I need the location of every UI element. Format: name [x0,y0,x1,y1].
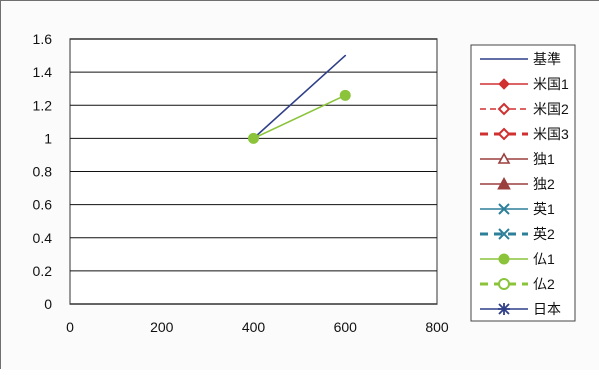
legend-item-2: 米国2 [480,101,569,117]
x-tick-label-1: 200 [150,319,174,335]
series-point-8-1 [339,89,351,101]
legend-box [470,44,576,322]
legend-marker-9 [498,278,510,290]
legend-label-9: 仏2 [533,276,555,292]
x-tick-label-3: 600 [334,319,358,335]
legend-marker-6 [498,203,510,215]
series-0 [252,54,347,140]
series-point-8-0 [248,132,259,144]
legend-item-4: 独1 [480,151,555,167]
y-tick-label-2: 0.4 [33,230,53,246]
legend-marker-7 [498,228,510,240]
legend-item-0: 基準 [480,51,561,67]
legend-item-7: 英2 [480,226,555,242]
legend-label-0: 基準 [533,51,561,67]
legend-marker-2 [497,102,511,116]
x-tick-label-0: 0 [66,319,74,335]
x-tick-label-4: 800 [425,319,449,335]
legend-item-1: 米国1 [480,76,569,92]
legend-marker-4 [497,152,511,164]
legend-marker-5 [497,176,511,190]
y-tick-label-7: 1.4 [33,64,53,80]
y-tick-label-3: 0.6 [33,197,53,213]
legend-label-5: 独2 [533,176,555,192]
legend-label-4: 独1 [533,151,555,167]
legend-marker-8 [498,253,510,265]
legend-label-2: 米国2 [533,101,569,117]
y-tick-label-5: 1 [44,130,52,146]
y-tick-label-6: 1.2 [33,97,53,113]
legend-label-8: 仏1 [533,251,555,267]
legend-label-10: 日本 [533,301,561,317]
y-tick-label-1: 0.2 [33,263,53,279]
series-line-0 [252,54,347,140]
series-8 [248,89,351,144]
x-tick-label-2: 400 [242,319,266,335]
series-layer [248,54,351,144]
legend-label-1: 米国1 [533,76,569,92]
legend-label-7: 英2 [533,226,555,242]
legend-item-8: 仏1 [480,251,555,267]
legend-item-5: 独2 [480,176,555,192]
legend-item-10: 日本 [480,301,561,317]
y-tick-labels: 0 0.2 0.4 0.6 0.8 1 1.2 1.4 1.6 [33,31,53,312]
y-tick-label-8: 1.6 [33,31,53,47]
legend-marker-3 [497,127,511,141]
x-tick-labels: 0 200 400 600 800 [66,319,449,335]
series-line-8 [252,94,347,140]
legend-item-6: 英1 [480,201,555,217]
legend-marker-1 [498,78,510,90]
y-tick-label-4: 0.8 [33,164,53,180]
legend-item-3: 米国3 [480,126,569,142]
legend-label-3: 米国3 [533,126,569,142]
y-tick-label-0: 0 [44,296,52,312]
legend-marker-10 [498,303,510,315]
legend-item-9: 仏2 [480,276,555,292]
legend-label-6: 英1 [533,201,555,217]
